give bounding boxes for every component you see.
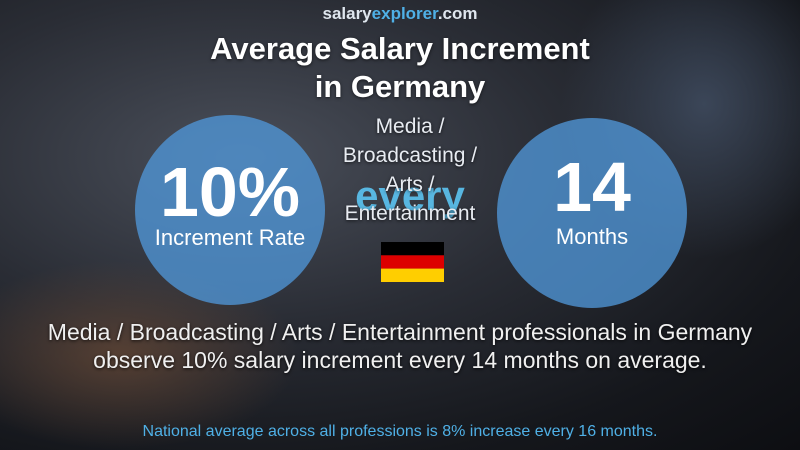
footer: National average across all professions …: [142, 423, 658, 440]
title: Average Salary Increment in Germany: [0, 30, 800, 106]
title-line: in Germany: [314, 69, 486, 104]
category-line: Arts /: [385, 173, 435, 196]
title-line: Average Salary Increment: [210, 31, 590, 66]
brand-part: .com: [437, 4, 478, 23]
brand-part: explorer: [371, 4, 438, 23]
flag-stripe: [381, 255, 444, 269]
flag-stripe: [381, 268, 444, 282]
left-circle: 10% Increment Rate: [135, 115, 325, 305]
increment-rate: 10%: [159, 153, 301, 231]
category: Media / Broadcasting / Arts / Entertainm…: [300, 112, 520, 228]
brand-part: salary: [322, 4, 372, 23]
category-line: Entertainment: [344, 202, 476, 225]
increment-rate-label: Increment Rate: [154, 225, 306, 250]
brand: salaryexplorer.com: [0, 4, 800, 24]
months-label: Months: [555, 224, 629, 249]
flag-stripe: [381, 242, 444, 256]
category-line: Media /: [375, 115, 445, 138]
flag: [381, 242, 444, 282]
right-circle: 14 Months: [497, 118, 687, 308]
connector: every: [355, 172, 465, 219]
months: 14: [553, 148, 631, 226]
description: Media / Broadcasting / Arts / Entertainm…: [47, 319, 753, 373]
category-line: Broadcasting /: [342, 144, 478, 167]
